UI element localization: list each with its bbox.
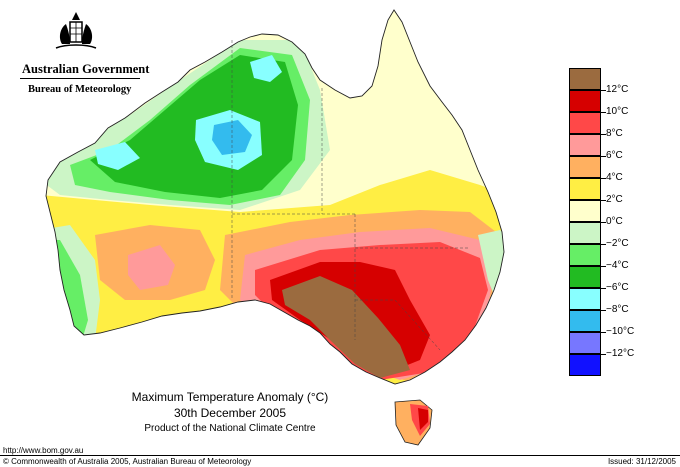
issued-date: Issued: 31/12/2005 [607,457,676,466]
legend-tick [601,222,606,223]
government-name: Australian Government [22,62,150,76]
legend-label: 0°C [606,216,623,227]
map-date: 30th December 2005 [173,406,287,420]
legend-swatch [569,288,601,310]
legend-label: 4°C [606,172,623,183]
legend-swatch [569,68,601,90]
map-product: Product of the National Climate Centre [144,423,316,434]
legend-swatch [569,310,601,332]
legend-swatch [569,112,601,134]
legend-label: −6°C [606,282,629,293]
legend-tick [601,310,606,311]
legend-tick [601,178,606,179]
legend-tick [601,266,606,267]
legend-swatch [569,244,601,266]
legend-label: 12°C [606,84,629,95]
legend-tick [601,244,606,245]
legend-swatch [569,222,601,244]
map-title: Maximum Temperature Anomaly (°C) [131,390,329,404]
colour-legend: 12°C 10°C 8°C 6°C 4°C 2°C 0°C −2°C −4°C −6°C −8°C −… [569,68,659,382]
legend-swatch [569,354,601,376]
legend-swatch [569,178,601,200]
legend-tick [601,90,606,91]
legend-swatch [569,156,601,178]
legend-label: −2°C [606,238,629,249]
legend-tick [601,354,606,355]
agency-logo: Australian Government Bureau of Meteorol… [10,6,149,96]
legend-tick [601,134,606,135]
legend-swatch [569,266,601,288]
legend-swatch [569,200,601,222]
legend-swatch [569,90,601,112]
legend-label: 6°C [606,150,623,161]
legend-label: 10°C [606,106,629,117]
logo-divider [20,78,140,79]
legend-swatch [569,332,601,354]
footer-divider [0,455,680,456]
copyright-text: © Commonwealth of Australia 2005, Austra… [3,457,252,466]
legend-tick [601,156,606,157]
legend-tick [601,288,606,289]
website-url: http://www.bom.gov.au [3,446,84,455]
legend-label: −4°C [606,260,629,271]
legend-label: 8°C [606,128,623,139]
legend-tick [601,112,606,113]
legend-label: −8°C [606,304,629,315]
bureau-name: Bureau of Meteorology [28,84,132,95]
legend-label: 2°C [606,194,623,205]
legend-label: −10°C [606,326,635,337]
legend-label: −12°C [606,348,635,359]
legend-swatch [569,134,601,156]
legend-tick [601,200,606,201]
coat-of-arms-icon [55,12,97,49]
legend-tick [601,332,606,333]
